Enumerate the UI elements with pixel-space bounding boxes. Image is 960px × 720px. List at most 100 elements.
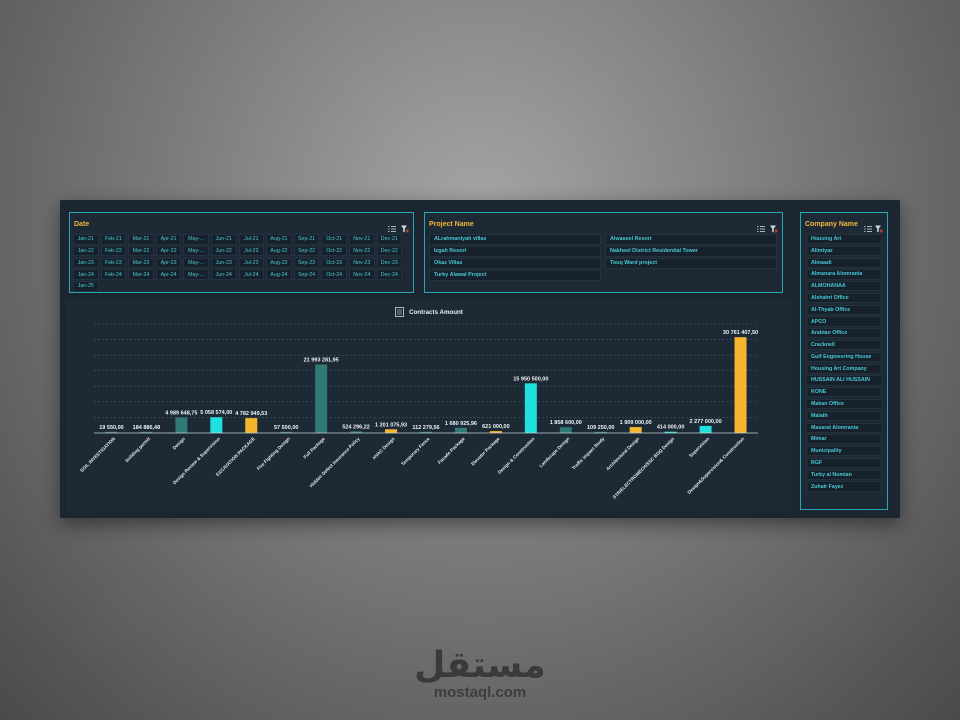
- date-item[interactable]: Apr-22: [155, 245, 182, 257]
- data-label: 4 782 949,53: [235, 411, 267, 417]
- bar: [489, 431, 502, 433]
- company-item[interactable]: Makan Office: [806, 398, 882, 410]
- date-item[interactable]: May-...: [183, 245, 209, 257]
- date-item[interactable]: Jul-21: [238, 234, 265, 245]
- company-item[interactable]: HUSSAIN ALI HUSSAIN: [806, 375, 882, 386]
- date-item[interactable]: Jan-23: [73, 257, 99, 269]
- date-item[interactable]: Sep-22: [293, 245, 320, 257]
- date-item[interactable]: Feb-23: [100, 257, 127, 269]
- company-item[interactable]: Turky al Numian: [806, 469, 882, 480]
- date-item[interactable]: Sep-23: [293, 257, 320, 269]
- project-slicer: Project Name ALrahmaniyah villas Alwaseel…: [424, 212, 783, 293]
- date-item[interactable]: Jun-24: [210, 269, 237, 280]
- date-item[interactable]: Aug-24: [266, 269, 292, 280]
- date-item[interactable]: Dec-23: [376, 257, 403, 269]
- company-item[interactable]: Malath: [806, 410, 882, 421]
- company-item[interactable]: Arabian Office: [806, 328, 882, 339]
- date-item[interactable]: Apr-23: [155, 257, 182, 269]
- date-item[interactable]: Jul-23: [238, 257, 265, 269]
- company-item[interactable]: Cracknell: [806, 340, 882, 351]
- company-item[interactable]: Gulf Engineering House: [806, 351, 882, 362]
- date-item[interactable]: Nov-21: [348, 234, 375, 245]
- date-item[interactable]: Nov-23: [348, 257, 375, 269]
- company-item[interactable]: ALMOHANAA: [806, 281, 882, 292]
- date-item[interactable]: May-...: [183, 269, 209, 280]
- watermark: مستقل mostaql.com: [0, 645, 960, 702]
- project-item[interactable]: Alwaseel Resort: [605, 234, 777, 245]
- company-item[interactable]: RGF: [806, 457, 882, 469]
- date-item[interactable]: Jan-21: [73, 234, 99, 245]
- multi-select-icon[interactable]: [388, 220, 396, 232]
- date-item[interactable]: Oct-23: [321, 257, 347, 269]
- company-item[interactable]: APCO: [806, 316, 882, 327]
- date-item[interactable]: Nov-24: [348, 269, 375, 280]
- company-item[interactable]: Almanara Alomrania: [806, 269, 882, 280]
- date-item[interactable]: Jan-22: [73, 245, 99, 257]
- tick-label: Landscape Design: [538, 436, 570, 468]
- company-item[interactable]: Municipality: [806, 446, 882, 457]
- company-item[interactable]: Alimtyaz: [806, 245, 882, 256]
- date-item[interactable]: Mar-23: [128, 257, 154, 269]
- tick-label: Design&Supervision& Construction: [686, 436, 745, 495]
- date-item[interactable]: Aug-23: [266, 257, 292, 269]
- date-item[interactable]: Aug-21: [266, 234, 292, 245]
- data-label: 4 989 648,75: [165, 410, 197, 416]
- date-item[interactable]: Oct-21: [321, 234, 347, 245]
- company-item[interactable]: Al-Thyab Office: [806, 304, 882, 315]
- company-item[interactable]: Zuhair Fayez: [806, 481, 882, 492]
- company-item[interactable]: Housing Art Company: [806, 363, 882, 374]
- clear-filter-icon[interactable]: [401, 220, 409, 233]
- project-item[interactable]: ALrahmaniyah villas: [429, 234, 601, 245]
- date-item[interactable]: May-...: [183, 257, 209, 269]
- date-item[interactable]: Jan-24: [73, 269, 99, 280]
- date-item[interactable]: May-...: [183, 234, 209, 245]
- date-item[interactable]: Aug-22: [266, 245, 292, 257]
- data-label: 1 680 925,96: [445, 421, 477, 427]
- data-label: 15 950 500,00: [513, 376, 548, 382]
- date-item[interactable]: Jul-22: [238, 245, 265, 257]
- multi-select-icon[interactable]: [757, 220, 765, 232]
- company-item[interactable]: Masarat Alomrania: [806, 422, 882, 433]
- date-item[interactable]: Oct-22: [321, 245, 347, 257]
- date-item[interactable]: Mar-22: [128, 245, 154, 257]
- company-item[interactable]: KONE: [806, 387, 882, 398]
- project-item[interactable]: Okaz Villas: [429, 257, 601, 269]
- date-item[interactable]: Feb-24: [100, 269, 127, 280]
- date-item[interactable]: Jan-25: [73, 281, 99, 292]
- bar: [559, 427, 572, 433]
- date-item[interactable]: Sep-21: [293, 234, 320, 245]
- project-item[interactable]: Turky Alawal Project: [429, 269, 601, 281]
- clear-filter-icon[interactable]: [770, 220, 778, 233]
- date-item[interactable]: Dec-21: [376, 234, 403, 245]
- project-item[interactable]: Izgah Resort: [429, 245, 601, 257]
- watermark-arabic: مستقل: [414, 645, 546, 686]
- company-item[interactable]: Alshahri Office: [806, 292, 882, 304]
- chart-title: Contracts Amount: [409, 308, 463, 316]
- project-item[interactable]: Nakheel District Residential Tower: [605, 245, 777, 257]
- date-item[interactable]: Mar-21: [128, 234, 154, 245]
- date-item[interactable]: Nov-22: [348, 245, 375, 257]
- date-item[interactable]: Jun-21: [210, 234, 237, 245]
- date-item[interactable]: Oct-24: [321, 269, 347, 280]
- date-item[interactable]: Sep-24: [293, 269, 320, 280]
- date-item[interactable]: Feb-22: [100, 245, 127, 257]
- clear-filter-icon[interactable]: [875, 220, 883, 233]
- company-item[interactable]: Mimar: [806, 434, 882, 445]
- date-item[interactable]: Jun-23: [210, 257, 237, 269]
- date-item[interactable]: Jun-22: [210, 245, 237, 257]
- company-item[interactable]: Almaadi: [806, 257, 882, 268]
- dashboard: Date Jan-21 Feb-21 Mar-21 Apr-21 May-... Jun-…: [60, 200, 900, 518]
- date-item[interactable]: Feb-21: [100, 234, 127, 245]
- tick-label: Full Package: [302, 436, 326, 460]
- date-item[interactable]: Dec-24: [376, 269, 403, 280]
- date-item[interactable]: Mar-24: [128, 269, 154, 280]
- date-item[interactable]: Dec-22: [376, 245, 403, 257]
- date-item[interactable]: Apr-21: [155, 234, 182, 245]
- date-item[interactable]: Jul-24: [238, 269, 265, 280]
- project-item[interactable]: Touq Ward project: [605, 257, 777, 269]
- company-item[interactable]: Housing Art: [806, 234, 882, 245]
- multi-select-icon[interactable]: [864, 220, 872, 232]
- date-item[interactable]: Apr-24: [155, 269, 182, 280]
- project-slicer-title: Project Name: [429, 220, 474, 228]
- data-label: 57 500,00: [274, 425, 298, 431]
